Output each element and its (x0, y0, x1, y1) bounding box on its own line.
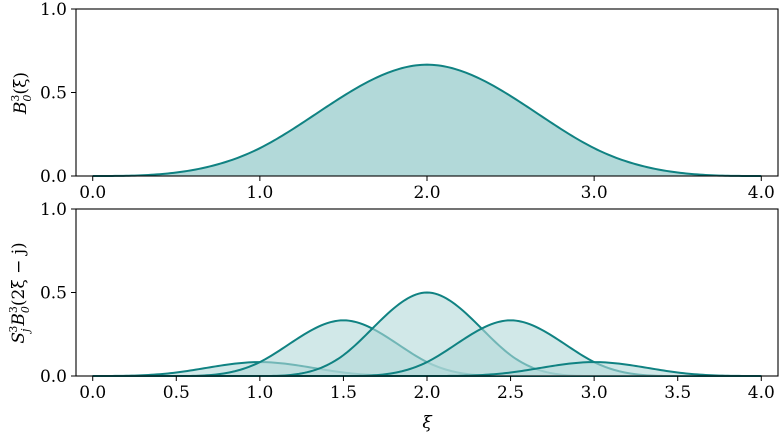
top-panel: 0.0 1.0 2.0 3.0 4.0 0.0 0.5 1.0 B03(ξ) (9, 0, 779, 203)
top-panel-areas (92, 63, 762, 177)
top-panel-y-ticks: 0.0 0.5 1.0 (40, 0, 76, 187)
x-tick-label: 2.5 (497, 383, 524, 403)
x-tick-label: 4.0 (748, 183, 775, 203)
y-tick-label: 0.0 (40, 167, 67, 187)
y-tick-label: 0.5 (40, 84, 67, 104)
x-tick-label: 1.0 (246, 183, 273, 203)
x-tick-label: 1.5 (330, 383, 357, 403)
x-tick-label: 1.0 (246, 383, 273, 403)
bottom-panel-x-ticks: 0.0 0.5 1.0 1.5 2.0 2.5 3.0 3.5 4.0 (79, 376, 775, 403)
bottom-panel: 0.0 0.5 1.0 1.5 2.0 2.5 3.0 3.5 4.0 0.0 0.5 1.0 Sj… (7, 200, 779, 433)
top-panel-x-ticks: 0.0 1.0 2.0 3.0 4.0 (79, 176, 775, 203)
x-tick-label: 0.5 (163, 383, 190, 403)
y-tick-label: 0.5 (40, 284, 67, 304)
x-tick-label: 3.5 (664, 383, 691, 403)
series-line-0-0 (92, 63, 762, 177)
x-tick-label: 4.0 (748, 383, 775, 403)
y-tick-label: 1.0 (40, 0, 67, 20)
series-area-1-4 (92, 362, 762, 376)
x-tick-label: 2.0 (413, 383, 440, 403)
top-panel-y-label: B03(ξ) (9, 72, 34, 115)
x-tick-label: 3.0 (581, 383, 608, 403)
bottom-panel-areas (92, 291, 762, 377)
bottom-panel-x-label: ξ (422, 413, 433, 433)
x-tick-label: 2.0 (413, 183, 440, 203)
y-tick-label: 0.0 (40, 367, 67, 387)
x-tick-label: 0.0 (79, 383, 106, 403)
bottom-panel-y-label: Sj3B03(2ξ − j) (7, 242, 32, 343)
series-area-0-0 (92, 64, 762, 176)
series-area-1-2 (92, 292, 762, 376)
bottom-panel-y-ticks: 0.0 0.5 1.0 (40, 200, 76, 387)
y-tick-label: 1.0 (40, 200, 67, 220)
x-tick-label: 3.0 (581, 183, 608, 203)
x-tick-label: 0.0 (79, 183, 106, 203)
